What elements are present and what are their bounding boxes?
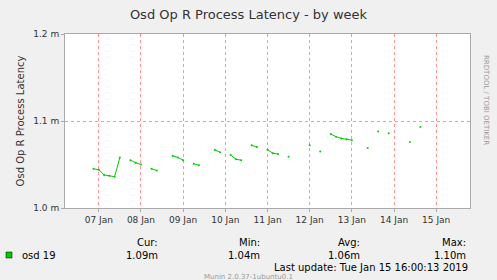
- svg-text:1.10m: 1.10m: [434, 250, 466, 261]
- svg-text:07 Jan: 07 Jan: [85, 215, 113, 225]
- svg-text:Min:: Min:: [239, 237, 260, 248]
- svg-text:1.04m: 1.04m: [228, 250, 260, 261]
- svg-text:1.2 m: 1.2 m: [33, 29, 59, 39]
- svg-text:09 Jan: 09 Jan: [169, 215, 197, 225]
- svg-text:Last update: Tue Jan 15 16:00:: Last update: Tue Jan 15 16:00:13 2019: [274, 262, 468, 273]
- svg-text:13 Jan: 13 Jan: [338, 215, 366, 225]
- svg-text:1.1 m: 1.1 m: [33, 116, 59, 126]
- svg-text:Osd Op R Process Latency - by: Osd Op R Process Latency - by week: [130, 7, 368, 22]
- svg-text:14 Jan: 14 Jan: [380, 215, 408, 225]
- svg-text:Avg:: Avg:: [338, 237, 360, 248]
- svg-text:Osd Op R Process Latency: Osd Op R Process Latency: [15, 56, 26, 187]
- svg-text:10 Jan: 10 Jan: [211, 215, 239, 225]
- svg-text:Max:: Max:: [442, 237, 466, 248]
- svg-text:Munin 2.0.37-1ubuntu0.1: Munin 2.0.37-1ubuntu0.1: [204, 273, 293, 280]
- svg-text:08 Jan: 08 Jan: [127, 215, 155, 225]
- svg-text:1.06m: 1.06m: [328, 250, 360, 261]
- svg-text:1.09m: 1.09m: [126, 250, 158, 261]
- svg-text:1.0 m: 1.0 m: [33, 203, 59, 213]
- svg-text:Cur:: Cur:: [137, 237, 158, 248]
- svg-text:osd 19: osd 19: [22, 250, 56, 261]
- svg-text:12 Jan: 12 Jan: [296, 215, 324, 225]
- svg-text:RRDTOOL / TOBI OETIKER: RRDTOOL / TOBI OETIKER: [482, 55, 490, 145]
- svg-text:15 Jan: 15 Jan: [422, 215, 450, 225]
- svg-text:11 Jan: 11 Jan: [253, 215, 281, 225]
